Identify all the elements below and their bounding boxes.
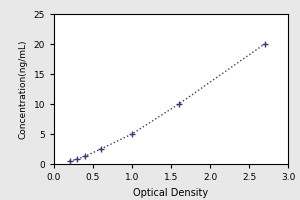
Point [83, 155, 88, 158]
Point [176, 102, 181, 106]
Point [262, 42, 267, 46]
Point [130, 132, 134, 136]
Y-axis label: Concentration(ng/mL): Concentration(ng/mL) [19, 39, 28, 139]
Point [67, 159, 72, 163]
X-axis label: Optical Density: Optical Density [134, 188, 208, 198]
Point [75, 158, 80, 161]
Point [98, 147, 103, 151]
